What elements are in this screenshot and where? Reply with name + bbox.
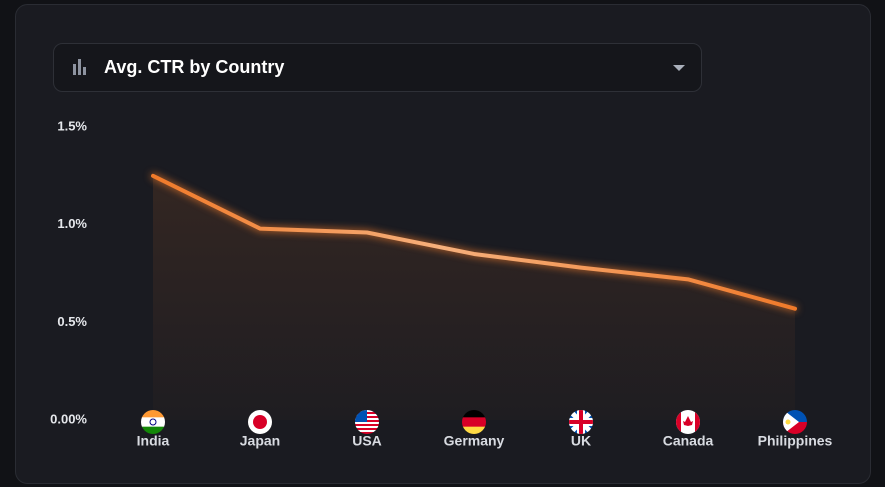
flag-stripe (462, 410, 486, 418)
flag-stripe (141, 417, 165, 428)
flag-stripe (462, 426, 486, 434)
chart-selector[interactable] (53, 43, 702, 92)
flag-emblem (149, 418, 157, 426)
flag-stripe (355, 424, 379, 426)
x-tick-label: India (137, 433, 170, 449)
y-tick-label: 0.5% (57, 314, 87, 329)
chart-icon (73, 59, 86, 75)
flag-icon (462, 410, 486, 434)
x-tick-label: Canada (663, 433, 714, 449)
flag-emblem (253, 415, 267, 429)
x-tick-label: Germany (444, 433, 505, 449)
flag-stripe (355, 426, 379, 428)
flag-band (695, 410, 700, 434)
flag-icon (141, 410, 165, 434)
area (153, 175, 795, 420)
flag-stripe (355, 432, 379, 434)
dropdown-arrow[interactable] (673, 65, 685, 71)
flag-stripe (462, 417, 486, 428)
line (151, 173, 797, 311)
flag-band (676, 410, 681, 434)
flag-icon (248, 410, 272, 434)
flag-stripe (141, 410, 165, 418)
flag-stripe (355, 428, 379, 430)
y-tick-label: 1.0% (57, 216, 87, 231)
y-tick-label: 1.5% (57, 118, 87, 133)
flag-icon (783, 410, 807, 434)
x-tick-label: UK (571, 433, 591, 449)
flag-leaf (683, 416, 693, 426)
flag-sun (785, 419, 791, 425)
y-tick-label: 0.00% (50, 411, 87, 426)
chart-title: Avg. CTR by Country (104, 57, 284, 77)
flag-cross (569, 410, 593, 434)
flag-stripe (141, 426, 165, 434)
flag-stripe (355, 422, 379, 424)
flag-stripe (355, 430, 379, 432)
x-tick-label: USA (352, 433, 382, 449)
flag-icon (676, 410, 700, 434)
x-tick-label: Japan (240, 433, 280, 449)
x-tick-label: Philippines (758, 433, 833, 449)
